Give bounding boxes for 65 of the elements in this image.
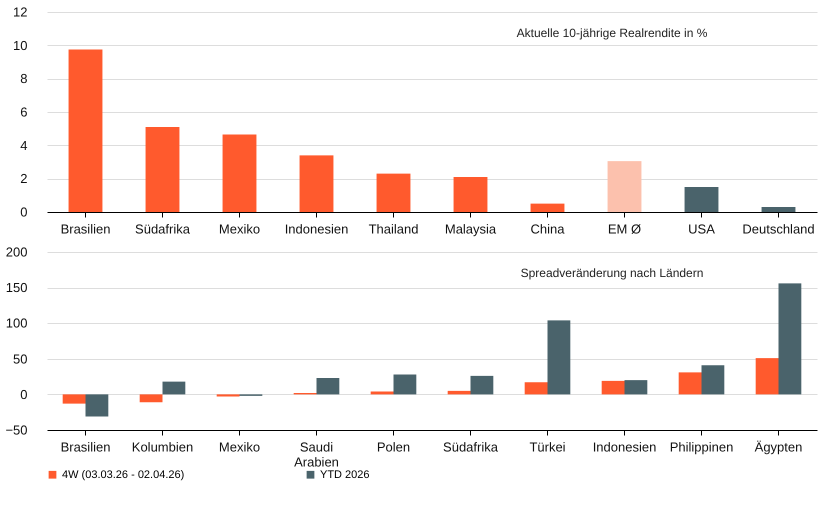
bar <box>62 394 86 404</box>
bar <box>548 320 570 394</box>
bar <box>762 207 796 212</box>
y-tick-label: 0 <box>20 204 28 220</box>
bar <box>140 394 162 402</box>
bar <box>68 50 102 212</box>
bar <box>216 394 240 397</box>
y-tick-label: 4 <box>20 138 28 153</box>
y-tick-label: 0 <box>20 386 28 402</box>
bar <box>608 161 642 212</box>
bar <box>524 382 548 394</box>
y-tick-label: 200 <box>6 244 28 260</box>
x-tick-label: Indonesien <box>284 222 348 236</box>
y-tick-label: 8 <box>20 71 28 86</box>
bar <box>470 376 494 394</box>
bar <box>778 283 802 394</box>
x-tick-label: Philippinen <box>670 440 734 454</box>
y-tick-label: 6 <box>20 104 28 120</box>
bar <box>448 390 470 394</box>
text: Spreadveränderung nach Ländern <box>520 266 704 280</box>
bar <box>162 382 186 394</box>
y-tick-label: 50 <box>13 351 28 366</box>
y-tick-label: −50 <box>5 422 28 438</box>
bar <box>602 380 624 394</box>
bar <box>624 380 648 394</box>
legend-label: YTD 2026 <box>320 468 370 481</box>
bar <box>454 177 488 212</box>
bar <box>300 155 334 212</box>
x-tick-label: Mexiko <box>218 222 260 236</box>
x-tick-label: Indonesien <box>592 440 656 454</box>
bar <box>702 365 724 394</box>
x-tick-label: Thailand <box>368 222 418 236</box>
bar <box>370 392 394 394</box>
x-tick-label: Ägypten <box>754 440 802 454</box>
bar <box>222 134 256 212</box>
bar <box>146 127 180 212</box>
bar <box>684 187 718 212</box>
text: Aktuelle 10-jährige Realrendite in % <box>516 26 708 40</box>
x-tick-label: China <box>530 222 566 236</box>
y-tick-label: 2 <box>20 171 28 186</box>
y-tick-label: 100 <box>6 316 28 331</box>
x-tick-label: Malaysia <box>444 222 497 236</box>
x-tick-label: Südafrika <box>135 222 191 236</box>
x-tick-label: Polen <box>376 440 410 454</box>
y-tick-label: 12 <box>13 4 28 20</box>
x-tick-label: Deutschland <box>742 222 815 236</box>
bar <box>756 358 778 394</box>
x-tick-label: Mexiko <box>218 440 260 454</box>
bar <box>678 372 702 394</box>
y-tick-label: 150 <box>6 280 28 296</box>
bar <box>376 174 410 212</box>
bar <box>530 204 564 212</box>
x-tick-label: Brasilien <box>60 440 110 454</box>
x-tick-label: USA <box>688 222 716 236</box>
x-tick-label: Kolumbien <box>132 440 194 454</box>
y-tick-label: 10 <box>13 38 28 53</box>
legend-label: 4W (03.03.26 - 02.04.26) <box>62 468 184 481</box>
bar <box>394 374 416 394</box>
bar <box>86 394 108 416</box>
x-tick-label: Brasilien <box>60 222 110 236</box>
x-tick-label: Saudi Arabien <box>294 440 339 470</box>
x-tick-label: Südafrika <box>443 440 499 454</box>
bar <box>316 378 340 394</box>
x-tick-label: Türkei <box>529 440 566 454</box>
x-tick-label: EM Ø <box>608 222 642 236</box>
